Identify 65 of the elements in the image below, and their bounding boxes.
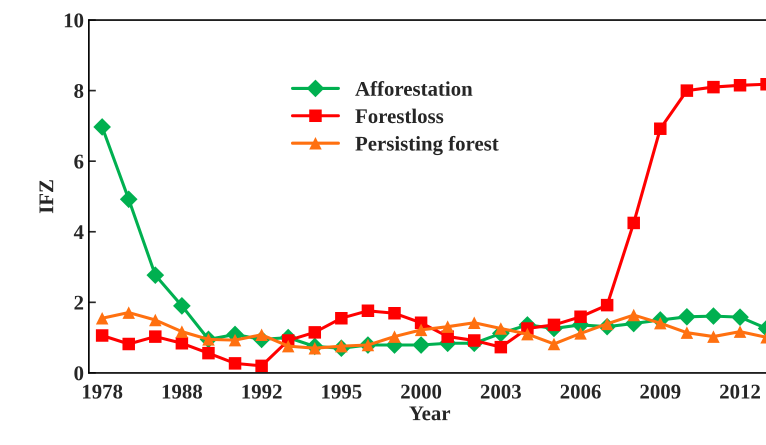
point	[468, 316, 480, 330]
point	[335, 312, 348, 324]
y-tick-label: 8	[74, 84, 84, 98]
point	[96, 329, 108, 342]
y-tick-label: 10	[64, 13, 84, 28]
point	[122, 306, 135, 319]
point	[255, 360, 268, 372]
point	[680, 84, 694, 97]
point	[731, 308, 749, 326]
x-tick-label: 2000	[401, 384, 442, 399]
x-tick-label: 2009	[640, 384, 680, 399]
x-tick-label: 2012	[720, 384, 760, 399]
point	[704, 307, 722, 325]
legend-label: Afforestation	[355, 81, 472, 96]
point	[173, 297, 191, 315]
point	[441, 320, 454, 333]
point	[574, 327, 587, 340]
x-axis-title: Year	[409, 406, 450, 420]
point	[228, 334, 242, 346]
y-tick-label: 6	[74, 154, 84, 169]
point	[548, 318, 560, 332]
y-tick-label: 0	[74, 366, 84, 380]
point	[627, 216, 640, 230]
point	[176, 337, 188, 350]
point	[388, 330, 401, 343]
x-tick-label: 1978	[82, 384, 122, 399]
point	[521, 328, 534, 340]
point	[122, 338, 135, 350]
point	[388, 307, 401, 320]
x-tick-label: 2006	[560, 384, 601, 399]
y-axis-title: IFZ	[40, 180, 54, 214]
point	[548, 338, 560, 350]
point	[412, 336, 430, 354]
point	[282, 340, 294, 352]
point	[202, 346, 215, 360]
point	[654, 122, 667, 135]
x-tick-label: 1988	[162, 384, 202, 399]
y-tick-label: 4	[74, 225, 84, 239]
point	[149, 314, 162, 326]
x-tick-label: 1995	[322, 384, 362, 399]
point	[362, 304, 374, 318]
point	[707, 330, 720, 343]
point	[149, 330, 162, 343]
point	[707, 80, 720, 94]
point	[600, 298, 614, 312]
point	[414, 324, 428, 336]
point	[574, 310, 587, 324]
point	[678, 308, 696, 326]
legend-label: Persisting forest	[355, 136, 499, 156]
legend-label: Forestloss	[355, 108, 444, 124]
x-tick-label: 1992	[242, 384, 282, 399]
point	[120, 190, 138, 208]
point	[627, 308, 640, 322]
point	[93, 118, 111, 136]
point	[176, 325, 188, 338]
point	[734, 325, 746, 338]
point	[96, 312, 108, 324]
y-tick-label: 2	[74, 296, 84, 310]
point	[146, 266, 164, 284]
point	[228, 357, 242, 370]
point	[734, 79, 746, 92]
point	[308, 326, 322, 339]
point	[680, 326, 694, 339]
x-tick-label: 2003	[480, 384, 521, 399]
point	[494, 340, 508, 354]
